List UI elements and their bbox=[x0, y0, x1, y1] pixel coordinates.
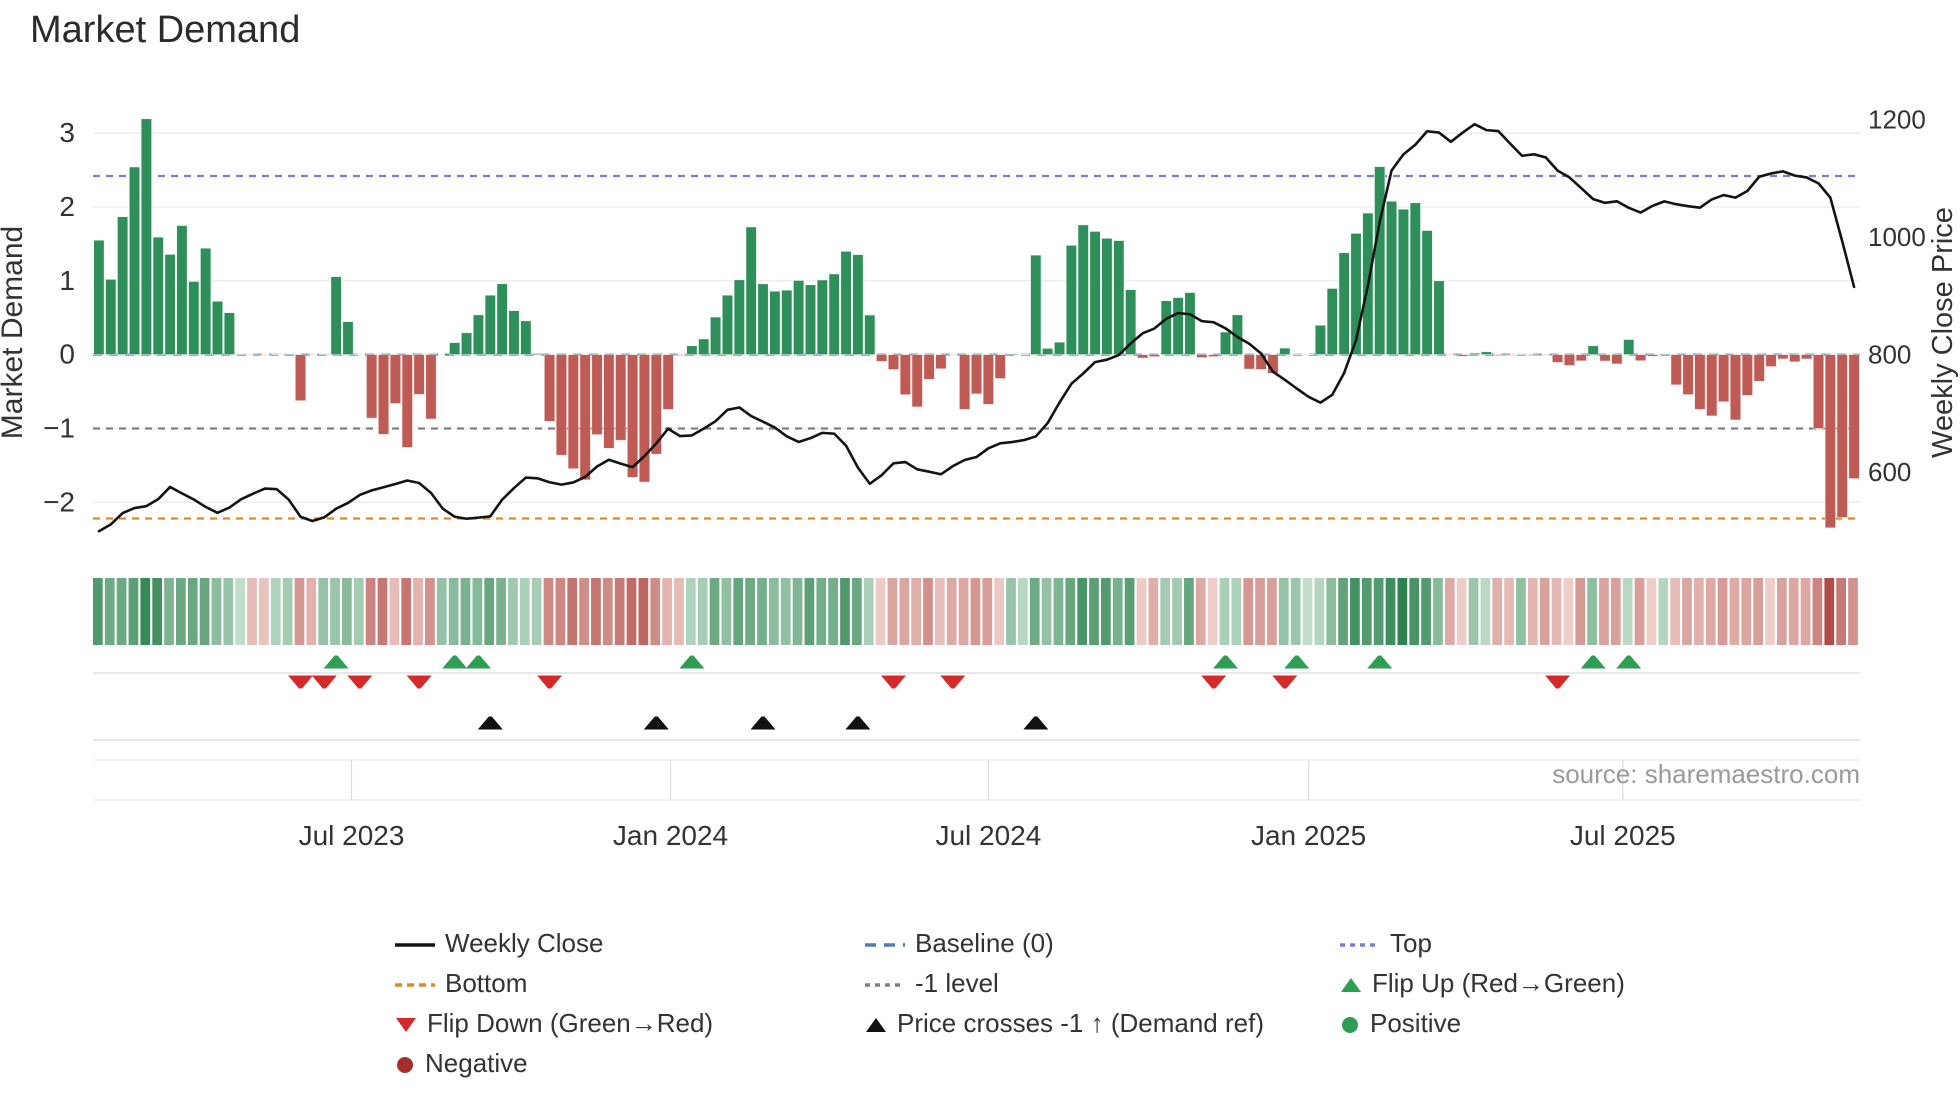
svg-text:Jul 2024: Jul 2024 bbox=[935, 820, 1041, 851]
svg-text:Weekly Close Price: Weekly Close Price bbox=[1927, 207, 1959, 458]
svg-text:0: 0 bbox=[59, 339, 75, 370]
svg-text:−1: −1 bbox=[43, 413, 75, 444]
svg-text:Jul 2025: Jul 2025 bbox=[1570, 820, 1676, 851]
svg-text:2: 2 bbox=[59, 191, 75, 222]
svg-text:Jan 2025: Jan 2025 bbox=[1251, 820, 1366, 851]
svg-text:Jul 2023: Jul 2023 bbox=[299, 820, 405, 851]
svg-text:1200: 1200 bbox=[1868, 105, 1926, 135]
svg-text:3: 3 bbox=[59, 117, 75, 148]
svg-text:1000: 1000 bbox=[1868, 222, 1926, 252]
svg-text:Market Demand: Market Demand bbox=[30, 9, 300, 51]
svg-text:1: 1 bbox=[59, 265, 75, 296]
svg-text:−2: −2 bbox=[43, 486, 75, 517]
svg-text:600: 600 bbox=[1868, 457, 1911, 487]
svg-text:source: sharemaestro.com: source: sharemaestro.com bbox=[1552, 759, 1860, 789]
svg-text:Market Demand: Market Demand bbox=[0, 226, 29, 439]
svg-text:800: 800 bbox=[1868, 340, 1911, 370]
svg-text:Jan 2024: Jan 2024 bbox=[613, 820, 728, 851]
